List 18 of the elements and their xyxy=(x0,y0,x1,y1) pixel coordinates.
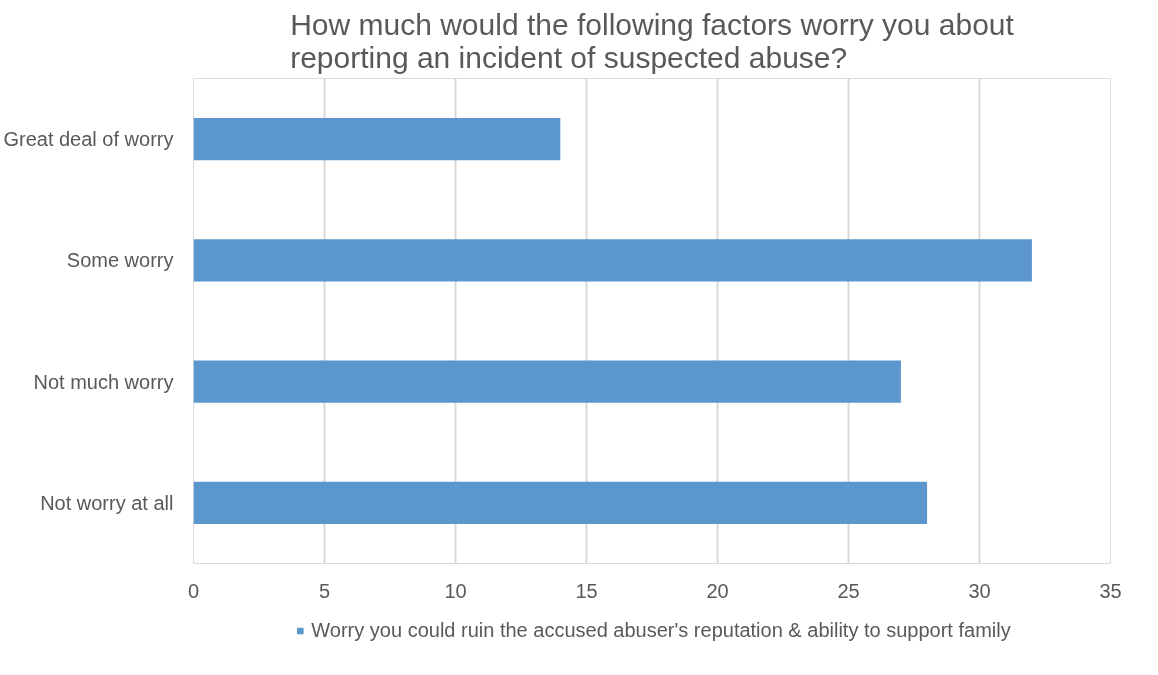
x-tick-label: 10 xyxy=(444,579,467,602)
y-tick-label: Great deal of worry xyxy=(3,128,174,151)
x-tick-label: 15 xyxy=(575,579,598,602)
bar xyxy=(193,360,901,403)
x-tick-label: 35 xyxy=(1099,579,1122,602)
y-tick-label: Not much worry xyxy=(33,370,174,393)
x-tick-label: 25 xyxy=(837,579,860,602)
chart-title: How much would the following factors worry you about reporting an incident of suspected abuse? xyxy=(290,7,1015,74)
y-tick-label: Some worry xyxy=(66,249,174,272)
y-tick-label: Not worry at all xyxy=(40,491,174,514)
x-tick-label: 5 xyxy=(318,579,331,602)
bar xyxy=(193,239,1032,282)
bar xyxy=(193,117,561,161)
x-tick-label: 30 xyxy=(968,579,991,602)
legend-label: Worry you could ruin the accused abuser's reputation & ability to support family xyxy=(311,618,1011,642)
x-tick-label: 20 xyxy=(706,579,729,602)
bar xyxy=(193,481,928,525)
x-tick-label: 0 xyxy=(187,579,200,602)
